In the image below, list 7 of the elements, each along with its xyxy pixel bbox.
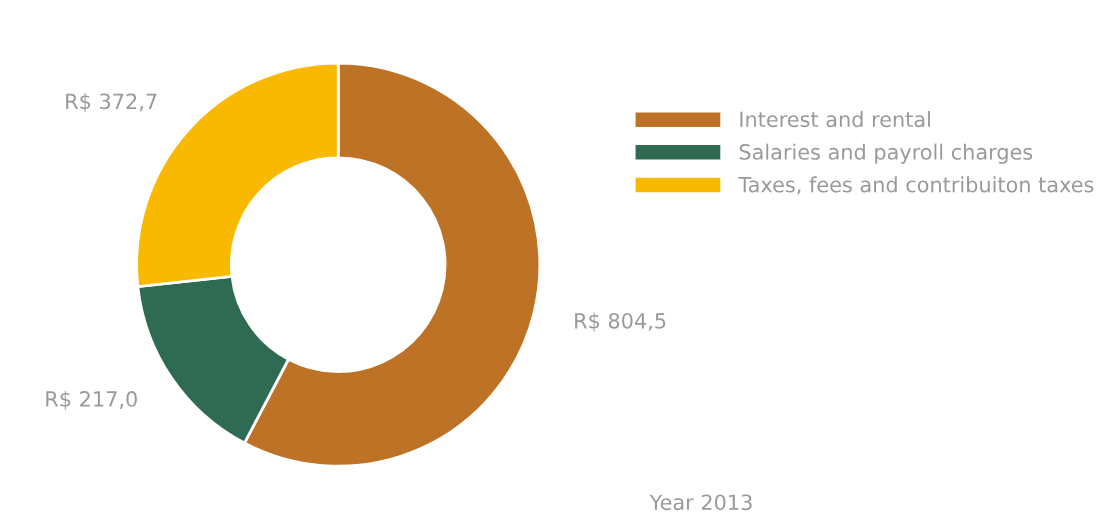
data-label: R$ 217,0 (46, 390, 137, 410)
text: Year 2013 (649, 494, 752, 511)
data-label: R$ 804,5 (575, 312, 666, 332)
legend-label: Interest and rental (740, 111, 930, 128)
legend-label: Salaries and payroll charges (739, 143, 1033, 164)
legend-label: Taxes, fees and contribuiton taxes (738, 176, 1094, 195)
data-label: R$ 372,7 (66, 93, 157, 112)
